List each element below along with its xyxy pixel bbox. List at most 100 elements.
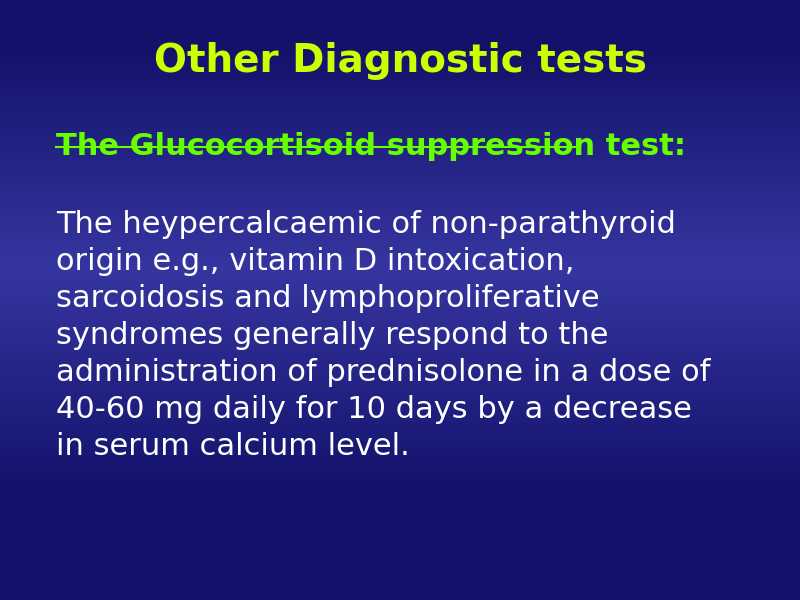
Bar <box>0 574 800 576</box>
Bar <box>0 262 800 264</box>
Bar <box>0 532 800 534</box>
Bar <box>0 446 800 448</box>
Bar <box>0 488 800 490</box>
Bar <box>0 384 800 386</box>
Bar <box>0 592 800 594</box>
Bar <box>0 212 800 214</box>
Bar <box>0 344 800 346</box>
Bar <box>0 506 800 508</box>
Bar <box>0 482 800 484</box>
Bar <box>0 240 800 242</box>
Bar <box>0 518 800 520</box>
Bar <box>0 50 800 52</box>
Bar <box>0 274 800 276</box>
Bar <box>0 346 800 348</box>
Bar <box>0 4 800 6</box>
Bar <box>0 48 800 50</box>
Bar <box>0 22 800 24</box>
Bar <box>0 404 800 406</box>
Bar <box>0 520 800 522</box>
Bar <box>0 0 800 2</box>
Bar <box>0 256 800 258</box>
Bar <box>0 314 800 316</box>
Bar <box>0 200 800 202</box>
Bar <box>0 418 800 420</box>
Bar <box>0 216 800 218</box>
Bar <box>0 372 800 374</box>
Bar <box>0 164 800 166</box>
Bar <box>0 24 800 26</box>
Bar <box>0 426 800 428</box>
Bar <box>0 108 800 110</box>
Bar <box>0 176 800 178</box>
Bar <box>0 356 800 358</box>
Bar <box>0 500 800 502</box>
Bar <box>0 370 800 372</box>
Bar <box>0 124 800 126</box>
Bar <box>0 252 800 254</box>
Bar <box>0 578 800 580</box>
Bar <box>0 492 800 494</box>
Bar <box>0 90 800 92</box>
Bar <box>0 474 800 476</box>
Bar <box>0 32 800 34</box>
Bar <box>0 554 800 556</box>
Bar <box>0 228 800 230</box>
Bar <box>0 104 800 106</box>
Bar <box>0 28 800 30</box>
Bar <box>0 354 800 356</box>
Bar <box>0 552 800 554</box>
Bar <box>0 102 800 104</box>
Bar <box>0 494 800 496</box>
Bar <box>0 568 800 570</box>
Bar <box>0 160 800 162</box>
Bar <box>0 8 800 10</box>
Bar <box>0 480 800 482</box>
Bar <box>0 292 800 294</box>
Bar <box>0 374 800 376</box>
Bar <box>0 122 800 124</box>
Bar <box>0 280 800 282</box>
Bar <box>0 82 800 84</box>
Bar <box>0 392 800 394</box>
Bar <box>0 222 800 224</box>
Bar <box>0 452 800 454</box>
Bar <box>0 170 800 172</box>
Bar <box>0 476 800 478</box>
Bar <box>0 88 800 90</box>
Bar <box>0 588 800 590</box>
Bar <box>0 134 800 136</box>
Bar <box>0 328 800 330</box>
Bar <box>0 594 800 596</box>
Bar <box>0 586 800 588</box>
Bar <box>0 70 800 72</box>
Bar <box>0 410 800 412</box>
Bar <box>0 206 800 208</box>
Bar <box>0 244 800 246</box>
Bar <box>0 198 800 200</box>
Bar <box>0 558 800 560</box>
Bar <box>0 290 800 292</box>
Bar <box>0 144 800 146</box>
Bar <box>0 576 800 578</box>
Bar <box>0 538 800 540</box>
Bar <box>0 246 800 248</box>
Bar <box>0 6 800 8</box>
Bar <box>0 380 800 382</box>
Bar <box>0 54 800 56</box>
Bar <box>0 98 800 100</box>
Bar <box>0 548 800 550</box>
Bar <box>0 428 800 430</box>
Bar <box>0 66 800 68</box>
Bar <box>0 232 800 234</box>
Bar <box>0 84 800 86</box>
Bar <box>0 46 800 48</box>
Bar <box>0 42 800 44</box>
Bar <box>0 38 800 40</box>
Bar <box>0 226 800 228</box>
Bar <box>0 524 800 526</box>
Bar <box>0 484 800 486</box>
Bar <box>0 504 800 506</box>
Bar <box>0 264 800 266</box>
Bar <box>0 44 800 46</box>
